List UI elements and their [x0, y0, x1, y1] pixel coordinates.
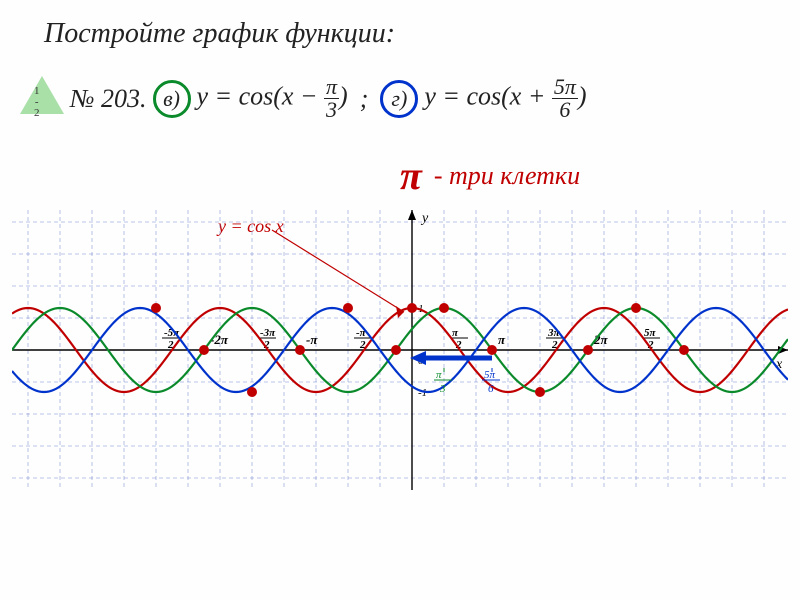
marker-dot: [535, 387, 545, 397]
problem-number: № 203.: [70, 84, 147, 114]
svg-text:3: 3: [439, 383, 446, 395]
problem-row: № 203. в) y = cos(x − π3) ; г) y = cos(x…: [70, 76, 587, 121]
marker-dot: [631, 303, 641, 313]
svg-text:π: π: [452, 327, 459, 339]
svg-text:y: y: [420, 211, 429, 226]
formula-v: y = cos(x − π3): [197, 76, 348, 121]
page-title: Постройте график функции:: [44, 18, 395, 50]
sublabel-v-circle: в): [153, 80, 191, 118]
formula-g: y = cos(x + 5π6): [424, 76, 586, 121]
sublabel-g-circle: г): [380, 80, 418, 118]
svg-text:5π: 5π: [484, 369, 496, 381]
graph-svg: xy01-1-5π2-2π-3π2-π-π2π2π3π22π5π2π35π6: [12, 210, 788, 490]
triangle-badge: [20, 76, 64, 114]
marker-dot: [199, 345, 209, 355]
svg-text:-π: -π: [306, 332, 318, 347]
pi-note-text: - три клетки: [434, 161, 580, 191]
marker-dot: [487, 345, 497, 355]
marker-dot: [151, 303, 161, 313]
svg-text:-3π: -3π: [260, 327, 276, 339]
svg-text:5π: 5π: [644, 327, 657, 339]
svg-text:6: 6: [488, 383, 494, 395]
marker-dot: [295, 345, 305, 355]
pi-note: π - три клетки: [400, 152, 580, 199]
svg-text:-1: -1: [418, 387, 427, 399]
separator: ;: [360, 84, 369, 114]
marker-dot: [679, 345, 689, 355]
marker-dot: [247, 387, 257, 397]
pi-symbol: π: [400, 152, 422, 199]
marker-dot: [583, 345, 593, 355]
marker-dot: [439, 303, 449, 313]
svg-text:π: π: [498, 332, 506, 347]
marker-dot: [407, 303, 417, 313]
marker-dot: [391, 345, 401, 355]
marker-dot: [343, 303, 353, 313]
svg-text:π: π: [436, 369, 442, 381]
triangle-badge-text: 1-2: [34, 86, 40, 119]
